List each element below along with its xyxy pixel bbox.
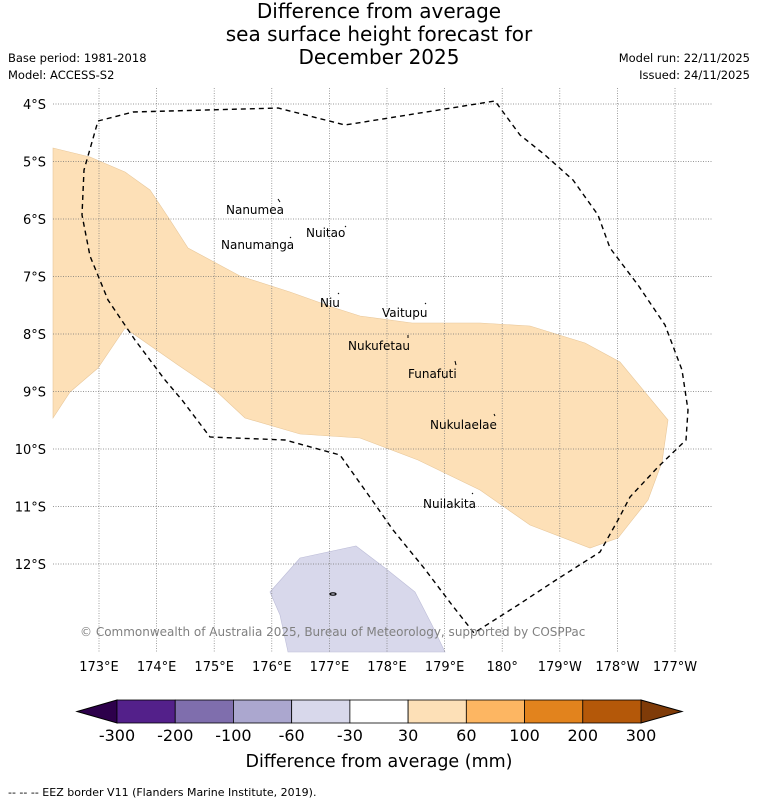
colorbar-tick-label: -200 (157, 726, 193, 745)
colorbar-tick-label: -100 (215, 726, 251, 745)
base-period: Base period: 1981-2018 (8, 51, 147, 65)
colorbar-segment (174, 699, 234, 724)
lat-tick-label: 9°S (23, 386, 46, 401)
meta-right: Model run: 22/11/2025 Issued: 24/11/2025 (619, 50, 750, 84)
colorbar-tick-label: 200 (568, 726, 599, 745)
lon-tick-label: 173°E (79, 660, 119, 675)
colorbar-tick-label: 100 (509, 726, 540, 745)
lon-tick-label: 178°W (595, 660, 639, 675)
lon-tick-label: 177°E (310, 660, 350, 675)
map-title: Difference from average sea surface heig… (0, 0, 758, 69)
label-nukufetau: Nukufetau (348, 339, 410, 353)
colorbar-tick-label: 60 (456, 726, 476, 745)
meta-left: Base period: 1981-2018 Model: ACCESS-S2 (8, 50, 147, 84)
island-marks (277, 198, 496, 596)
anomaly-region-negative (269, 545, 446, 653)
nuitao-mark (344, 225, 347, 228)
lon-tick-label: 178°E (367, 660, 407, 675)
anomaly-region-positive (52, 147, 669, 549)
label-nuilakita: Nuilakita (423, 497, 476, 511)
colorbar-segment (524, 699, 584, 724)
issued-date: Issued: 24/11/2025 (639, 68, 750, 82)
colorbar: -300 -200 -100 -60 -30 30 60 100 200 300 (75, 699, 684, 745)
lat-tick-label: 5°S (23, 156, 46, 171)
lon-tick-label: 176°E (252, 660, 292, 675)
lon-tick-label: 177°W (653, 660, 697, 675)
colorbar-segment (407, 699, 467, 724)
colorbar-tick-label: -300 (99, 726, 135, 745)
lat-tick-label: 8°S (23, 328, 46, 343)
lon-tick-label: 179°W (538, 660, 582, 675)
nanumea-mark (277, 198, 281, 203)
colorbar-segment (465, 699, 525, 724)
graticule (53, 88, 713, 652)
title-line-3: December 2025 (298, 45, 460, 69)
colorbar-label: Difference from average (mm) (245, 752, 512, 772)
colorbar-extend-low (75, 699, 118, 724)
lat-tick-label: 11°S (15, 501, 46, 516)
model-run: Model run: 22/11/2025 (618, 51, 750, 65)
label-vaitupu: Vaitupu (382, 306, 428, 320)
lon-tick-label: 180° (487, 660, 518, 675)
lat-tick-label: 6°S (23, 213, 46, 228)
colorbar-segment (291, 699, 351, 724)
colorbar-segment (582, 699, 642, 724)
eez-legend: -- -- -- EEZ border V11 (Flanders Marine… (8, 786, 317, 799)
label-funafuti: Funafuti (408, 367, 457, 381)
niulakita-islet (329, 592, 337, 596)
funafuti-mark (454, 360, 457, 366)
lon-tick-label: 174°E (137, 660, 177, 675)
title-line-2: sea surface height forecast for (225, 22, 533, 46)
copyright-notice: © Commonwealth of Australia 2025, Bureau… (80, 625, 585, 639)
colorbar-tick-label: -30 (337, 726, 363, 745)
colorbar-segment (233, 699, 293, 724)
lon-tick-label: 175°E (194, 660, 234, 675)
colorbar-extend-high (640, 699, 684, 724)
colorbar-segment (116, 699, 176, 724)
title-line-1: Difference from average (256, 0, 502, 23)
lat-tick-label: 7°S (23, 271, 46, 286)
label-niu: Niu (320, 296, 340, 310)
colorbar-tick-label: 300 (626, 726, 657, 745)
nukulaelae-mark (493, 413, 496, 417)
eez-border (81, 100, 689, 634)
label-nanumanga: Nanumanga (221, 238, 294, 252)
colorbar-segment (349, 699, 409, 724)
lat-tick-label: 4°S (23, 98, 46, 113)
nanumanga-mark (289, 236, 292, 239)
colorbar-tick-label: 30 (398, 726, 418, 745)
colorbar-tick-label: -60 (279, 726, 305, 745)
model-name: Model: ACCESS-S2 (8, 68, 115, 82)
lon-tick-label: 179°E (425, 660, 465, 675)
label-nanumea: Nanumea (226, 203, 284, 217)
map-panel: Nanumea Nuitao Nanumanga Niu Vaitupu Nuk… (52, 88, 713, 653)
lat-tick-label: 12°S (15, 558, 46, 573)
longitude-axis: 173°E 174°E 175°E 176°E 177°E 178°E 179°E 180° 1… (79, 660, 697, 675)
vaitupu-mark (424, 302, 427, 305)
lat-tick-label: 10°S (15, 443, 46, 458)
label-nuitao: Nuitao (306, 226, 345, 240)
latitude-axis: 4°S 5°S 6°S 7°S 8°S 9°S 10°S 11°S 12°S (15, 98, 46, 573)
label-nukulaelae: Nukulaelae (430, 418, 497, 432)
nuilakita-mark (471, 492, 474, 495)
niu-mark (337, 292, 340, 295)
